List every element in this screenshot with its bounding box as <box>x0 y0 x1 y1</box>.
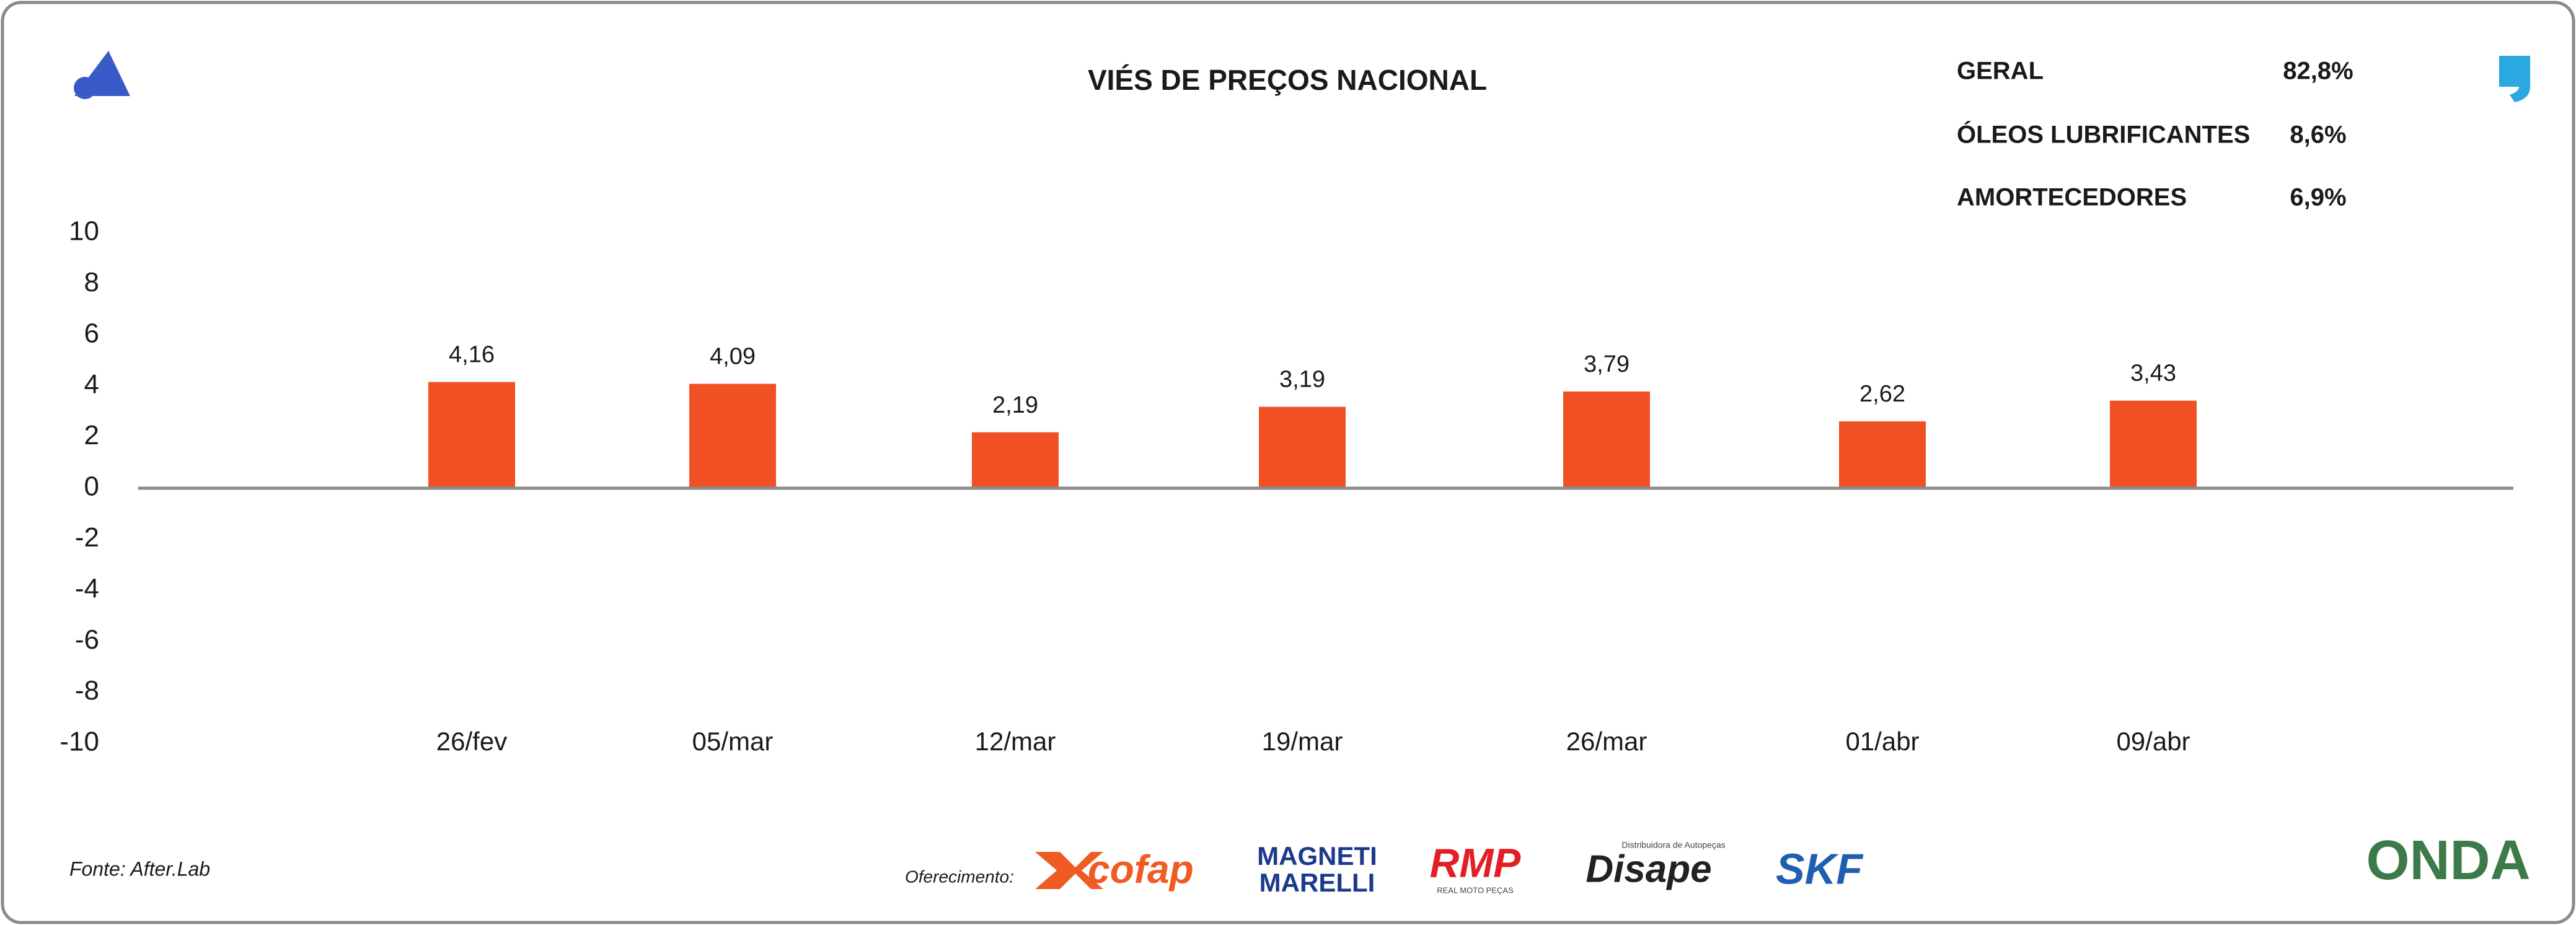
sponsor: SKF <box>1776 844 1864 893</box>
brand-logo <box>74 51 130 99</box>
sponsor: MARELLI <box>1259 868 1375 897</box>
y-tick-label: 10 <box>69 216 99 247</box>
value-label: 3,79 <box>1584 351 1630 377</box>
y-tick-label: -4 <box>75 573 99 603</box>
x-tick-label: 19/mar <box>1262 727 1343 756</box>
stat-label: GERAL <box>1957 58 2044 85</box>
value-label: 4,16 <box>449 342 495 368</box>
value-label: 3,43 <box>2130 361 2176 387</box>
x-tick-label: 05/mar <box>692 727 774 756</box>
y-tick-label: -8 <box>75 675 99 706</box>
y-tick-label: 4 <box>84 369 99 400</box>
sponsor-logos: cofap MAGNETI MARELLI RMP REAL MOTO PEÇA… <box>1035 830 2531 897</box>
sponsor-label: Oferecimento: <box>905 867 1014 886</box>
bar <box>428 382 515 488</box>
sponsor: MAGNETI <box>1257 841 1377 870</box>
x-tick-label: 01/abr <box>1845 727 1919 756</box>
bar <box>1259 406 1346 488</box>
value-label: 3,19 <box>1279 367 1325 393</box>
y-tick-label: -2 <box>75 522 99 553</box>
chart-title: VIÉS DE PREÇOS NACIONAL <box>1088 64 1487 96</box>
stat-value: 8,6% <box>2290 121 2346 149</box>
bar <box>2110 400 2197 488</box>
sponsor: RMP <box>1430 840 1522 885</box>
x-tick-label: 26/fev <box>436 727 507 756</box>
sponsor: cofap <box>1088 847 1194 892</box>
bar <box>1563 391 1650 488</box>
value-label: 2,62 <box>1859 381 1905 407</box>
x-tick-label: 09/abr <box>2116 727 2190 756</box>
bar <box>689 384 776 488</box>
sponsor: Disape <box>1586 848 1711 890</box>
bar <box>972 432 1059 488</box>
value-label: 4,09 <box>710 344 756 370</box>
y-tick-label: 6 <box>84 318 99 348</box>
sponsor: ONDA <box>2366 830 2531 892</box>
y-tick-label: 8 <box>84 267 99 297</box>
x-tick-label: 26/mar <box>1566 727 1647 756</box>
x-tick-label: 12/mar <box>975 727 1056 756</box>
quote-icon <box>2499 56 2530 102</box>
source: Fonte: After.Lab <box>69 857 210 880</box>
stat-label: AMORTECEDORES <box>1957 184 2187 211</box>
value-label: 2,19 <box>992 392 1038 418</box>
y-tick-label: 2 <box>84 420 99 450</box>
sponsor: REAL MOTO PEÇAS <box>1437 885 1514 895</box>
y-tick-label: -6 <box>75 625 99 655</box>
sponsor: Distribuidora de Autopeças <box>1621 840 1725 850</box>
stat-value: 6,9% <box>2290 184 2346 211</box>
stat-label: ÓLEOS LUBRIFICANTES <box>1957 120 2250 149</box>
y-tick-label: 0 <box>84 471 99 502</box>
y-tick-label: -10 <box>60 727 99 757</box>
stat-value: 82,8% <box>2283 58 2353 85</box>
bar <box>1839 421 1926 488</box>
